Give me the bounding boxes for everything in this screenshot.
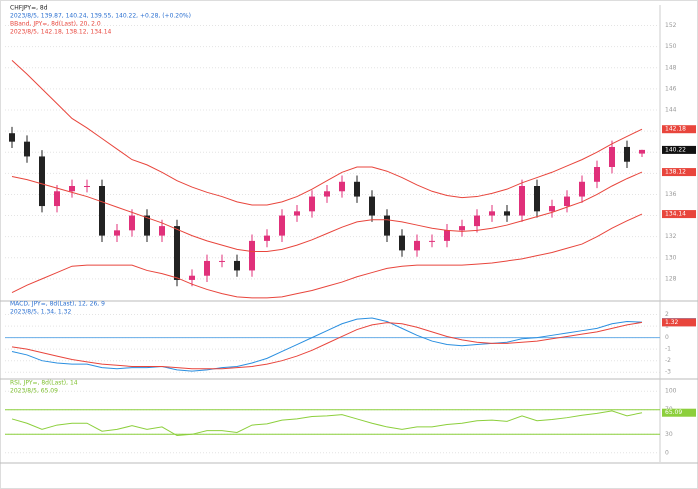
series-line	[11, 213, 643, 299]
candle-body	[84, 186, 90, 187]
last-price-label: 140.22	[665, 146, 686, 153]
last-value-label: 134.14	[665, 211, 686, 218]
y-tick-label: 100	[665, 388, 677, 395]
indicator: BBand, JPY=, 8d(Last), 20, 2.0	[10, 21, 101, 28]
candle-body	[489, 211, 495, 216]
y-tick-label: -2	[665, 357, 671, 364]
candle-body	[189, 275, 195, 280]
y-tick-label: 148	[665, 64, 677, 71]
candle-body	[609, 146, 615, 167]
candle-body	[249, 240, 255, 271]
y-tick-label: 0	[665, 449, 669, 456]
last-value-box	[662, 168, 696, 177]
y-tick-label: 144	[665, 107, 677, 114]
candle-body	[459, 226, 465, 231]
candle-body	[9, 133, 15, 142]
candle-body	[339, 181, 345, 192]
candle-body	[564, 196, 570, 207]
y-tick-label: 146	[665, 85, 677, 92]
candle-body	[129, 215, 135, 231]
last-value-label: 138.12	[665, 169, 686, 176]
candle-body	[99, 186, 105, 236]
candle-body	[624, 146, 630, 162]
last-price-box	[662, 145, 696, 154]
candle-body	[444, 230, 450, 241]
candle-body	[369, 196, 375, 216]
y-tick-label: 152	[665, 22, 677, 29]
subtitle: 2023/8/5, 139.87, 140.24, 139.55, 140.22…	[10, 13, 191, 20]
indicator-values: 2023/8/5, 142.18, 138.12, 134.14	[10, 29, 112, 36]
candle-body	[174, 226, 180, 280]
candle-body	[219, 260, 225, 262]
series-line	[11, 410, 643, 437]
title: MACD, JPY=, 8d(Last), 12, 26, 9	[10, 301, 105, 308]
series-line	[11, 321, 643, 370]
candle-body	[399, 235, 405, 251]
y-tick-label: 128	[665, 275, 677, 282]
subtitle: 2023/8/5, 1.34, 1.32	[10, 309, 71, 316]
y-tick-label: -3	[665, 369, 671, 376]
y-tick-label: 130	[665, 254, 677, 261]
candle-body	[114, 230, 120, 236]
candle-body	[504, 211, 510, 216]
candle-body	[144, 215, 150, 236]
y-tick-label: -1	[665, 346, 671, 353]
last-value-label: 1.32	[665, 319, 679, 326]
last-value-label: 142.18	[665, 126, 686, 133]
candle-body	[69, 186, 75, 192]
candle-body	[429, 240, 435, 242]
candle-body	[309, 196, 315, 212]
y-tick-label: 0	[665, 334, 669, 341]
candle-body	[159, 226, 165, 236]
y-tick-label: 136	[665, 191, 677, 198]
y-tick-label: 2	[665, 311, 669, 318]
candle-body	[519, 186, 525, 216]
subtitle: 2023/8/5, 65.09	[10, 388, 58, 395]
last-value-box	[662, 408, 696, 417]
y-tick-label: 30	[665, 431, 673, 438]
series-line	[11, 317, 643, 372]
title: RSI, JPY=, 8d(Last), 14	[10, 380, 78, 387]
candle-body	[639, 149, 645, 154]
candle-body	[204, 260, 210, 276]
candle-body	[594, 167, 600, 182]
candle-body	[54, 191, 60, 207]
candle-body	[384, 215, 390, 236]
candle-body	[534, 186, 540, 212]
series-line	[11, 60, 643, 206]
y-tick-label: 132	[665, 233, 677, 240]
title: CHFJPY=, 8d	[10, 5, 48, 12]
last-value-label: 65.09	[665, 409, 682, 416]
last-value-box	[662, 318, 696, 327]
last-value-box	[662, 210, 696, 219]
candle-body	[414, 240, 420, 251]
candle-body	[474, 215, 480, 227]
y-tick-label: 150	[665, 43, 677, 50]
candle-body	[39, 156, 45, 207]
candle-body	[324, 191, 330, 197]
candle-body	[579, 181, 585, 197]
last-value-box	[662, 125, 696, 134]
candle-body	[294, 211, 300, 216]
candle-body	[264, 235, 270, 241]
candle-body	[354, 181, 360, 197]
candle-body	[279, 215, 285, 236]
series-line	[11, 171, 643, 252]
candle-body	[549, 206, 555, 212]
candle-body	[24, 141, 30, 157]
candle-body	[234, 260, 240, 271]
